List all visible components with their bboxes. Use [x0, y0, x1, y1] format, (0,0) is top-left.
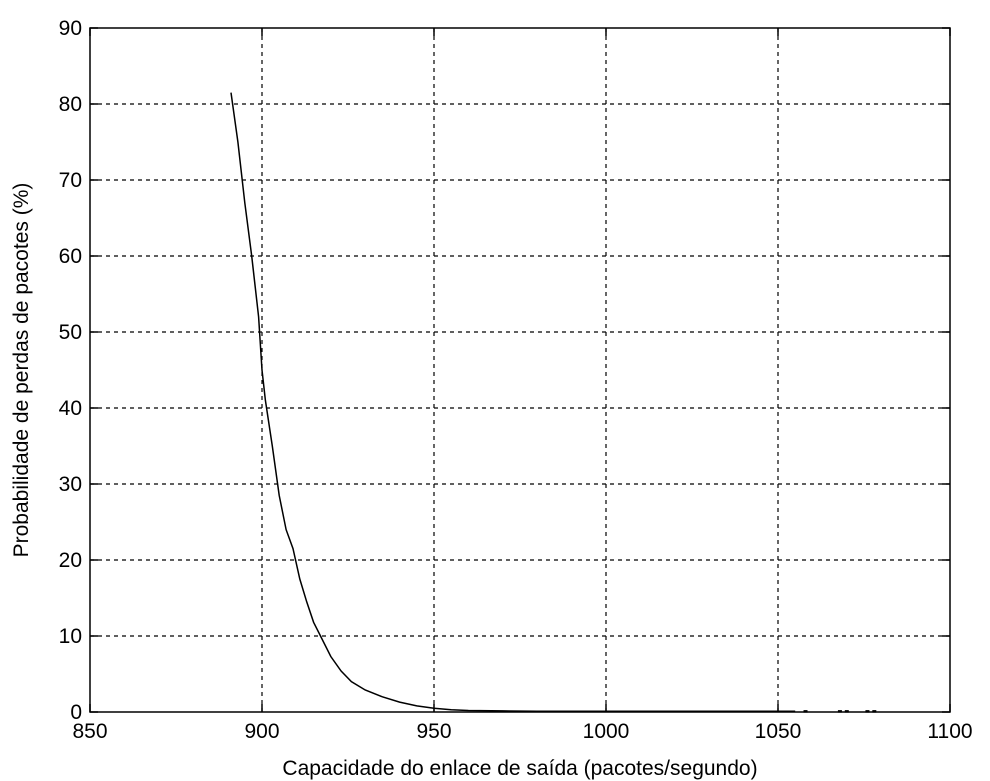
y-tick-label: 10	[59, 625, 82, 648]
x-tick-label: 850	[72, 720, 107, 743]
x-tick-labels: 850 900 950 1000 1050 1100	[72, 720, 972, 743]
grid-lines	[90, 28, 950, 712]
y-axis-label: Probabilidade de perdas de pacotes (%)	[10, 183, 33, 558]
y-tick-label: 60	[59, 245, 82, 268]
x-tick-label: 1000	[583, 720, 630, 743]
x-tick-label: 950	[416, 720, 451, 743]
y-tick-label: 40	[59, 397, 82, 420]
axis-ticks	[89, 27, 951, 713]
y-tick-label: 0	[70, 701, 82, 724]
series-line	[230, 92, 796, 712]
y-tick-label: 50	[59, 321, 82, 344]
x-axis-label: Capacidade do enlace de saída (pacotes/s…	[282, 757, 757, 780]
x-tick-label: 900	[244, 720, 279, 743]
plot-frame	[89, 27, 951, 713]
y-tick-label: 30	[59, 473, 82, 496]
x-tick-label: 1050	[755, 720, 802, 743]
y-tick-labels: 0 10 20 30 40 50 60 70 80 90	[59, 17, 82, 724]
y-tick-label: 90	[59, 17, 82, 40]
y-tick-label: 70	[59, 169, 82, 192]
y-tick-label: 80	[59, 93, 82, 116]
y-tick-label: 20	[59, 549, 82, 572]
x-tick-label: 1100	[927, 720, 972, 743]
series-layer	[230, 92, 877, 713]
